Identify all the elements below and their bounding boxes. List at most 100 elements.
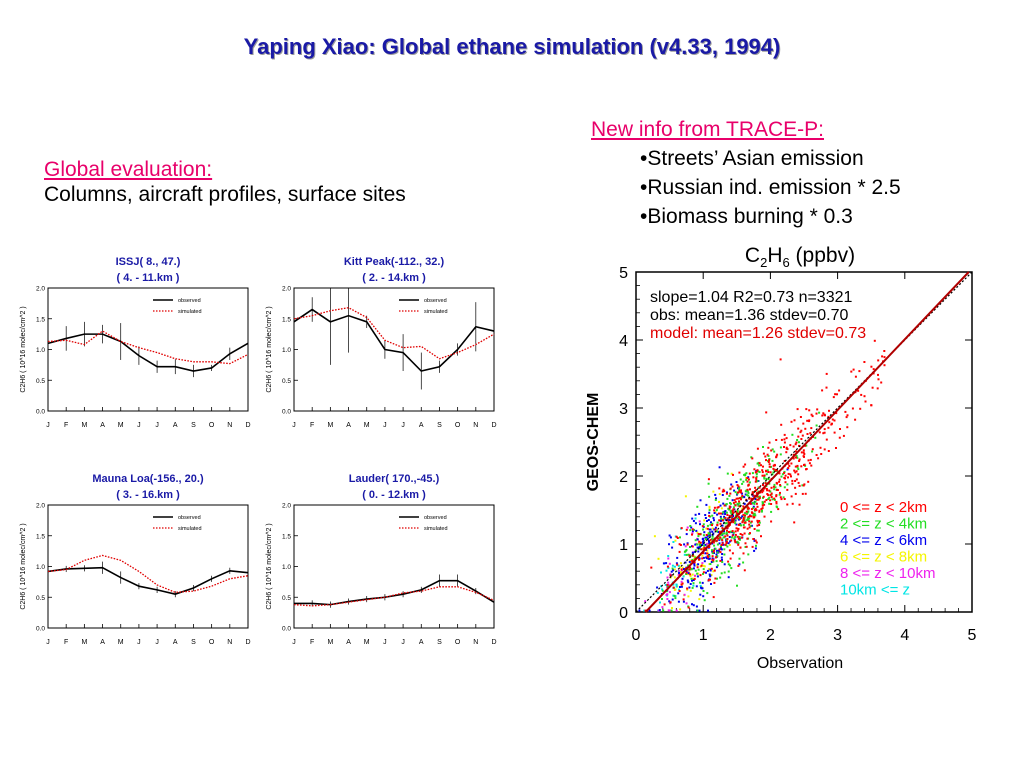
scatter-point xyxy=(706,549,709,552)
scatter-point xyxy=(714,526,717,529)
scatter-point xyxy=(715,497,717,500)
scatter-point xyxy=(687,572,690,575)
scatter-point xyxy=(732,506,735,509)
scatter-point xyxy=(738,505,741,508)
scatter-point xyxy=(767,478,770,481)
scatter-point xyxy=(770,503,773,505)
scatter-point xyxy=(692,520,695,522)
scatter-point xyxy=(793,521,796,524)
plot-frame xyxy=(293,287,495,412)
scatter-point xyxy=(744,512,747,515)
scatter-point xyxy=(703,560,706,563)
scatter-point xyxy=(753,528,756,530)
scatter-point xyxy=(657,557,660,560)
scatter-point xyxy=(718,493,721,496)
scatter-point xyxy=(747,506,749,509)
scatter-point xyxy=(708,542,711,544)
scatter-point xyxy=(742,552,745,555)
scatter-point xyxy=(685,528,688,531)
scatter-point xyxy=(680,568,683,571)
x-tick-label: J xyxy=(383,422,387,429)
scatter-point xyxy=(721,539,724,542)
scatter-point xyxy=(809,458,812,461)
scatter-point xyxy=(668,534,671,537)
scatter-point xyxy=(692,582,695,585)
scatter-point xyxy=(729,502,731,504)
scatter-point xyxy=(719,512,722,515)
scatter-point xyxy=(716,530,718,533)
legend-observed-label: observed xyxy=(424,298,447,304)
scatter-point xyxy=(682,600,685,603)
scatter-point xyxy=(671,546,674,549)
stats-line: obs: mean=1.36 stdev=0.70 xyxy=(650,307,848,324)
scatter-point xyxy=(747,492,750,495)
scatter-point xyxy=(691,586,694,589)
scatter-point xyxy=(735,497,738,500)
scatter-point xyxy=(771,459,774,462)
scatter-point xyxy=(744,474,747,477)
y-tick-label: 0.0 xyxy=(282,626,291,633)
scatter-point xyxy=(796,408,799,411)
scatter-point xyxy=(775,505,778,508)
scatter-point xyxy=(706,555,709,558)
scatter-point xyxy=(793,469,796,472)
scatter-point xyxy=(730,483,733,486)
scatter-point xyxy=(740,536,743,539)
scatter-point xyxy=(698,546,701,549)
scatter-point xyxy=(822,432,825,435)
scatter-point xyxy=(719,536,722,539)
scatter-point xyxy=(666,585,669,588)
scatter-point xyxy=(701,557,704,560)
scatter-point xyxy=(752,476,755,479)
scatter-point xyxy=(686,543,689,546)
scatter-point xyxy=(685,573,688,575)
scatter-point xyxy=(692,567,695,570)
scatter-point xyxy=(729,492,732,495)
scatter-point xyxy=(658,609,661,611)
scatter-point xyxy=(794,450,797,453)
scatter-point xyxy=(785,451,788,454)
scatter-point xyxy=(708,509,711,512)
scatter-point xyxy=(699,574,702,577)
scatter-point xyxy=(838,436,841,439)
scatter-point xyxy=(779,491,781,494)
scatter-point xyxy=(731,534,734,537)
scatter-point xyxy=(756,495,759,498)
scatter-point xyxy=(820,453,823,455)
scatter-point xyxy=(733,538,736,541)
scatter-point xyxy=(803,483,806,486)
scatter-chart: C2H6 (ppbv) 0 1 2 3 4 5 0 1 2 3 4 5 Observation GEOS-C… xyxy=(585,244,977,672)
scatter-point xyxy=(725,541,728,544)
scatter-point xyxy=(873,339,876,342)
scatter-point xyxy=(783,446,785,448)
scatter-point xyxy=(709,568,712,571)
scatter-point xyxy=(719,548,722,551)
x-tick-label: J xyxy=(155,639,159,646)
scatter-point xyxy=(779,485,782,488)
scatter-point xyxy=(745,472,748,475)
scatter-point xyxy=(835,447,837,449)
scatter-point xyxy=(687,553,690,556)
scatter-point xyxy=(795,470,798,473)
scatter-point xyxy=(814,436,817,439)
scatter-point xyxy=(738,471,741,474)
scatter-point xyxy=(690,567,693,570)
scatter-point xyxy=(669,609,672,612)
scatter-point xyxy=(775,495,778,498)
scatter-point xyxy=(734,535,737,538)
scatter-point xyxy=(775,500,778,503)
scatter-point xyxy=(754,547,757,550)
scatter-point xyxy=(753,508,756,511)
x-tick-label: N xyxy=(227,639,232,646)
scatter-point xyxy=(818,411,821,414)
scatter-point xyxy=(683,543,686,546)
scatter-point xyxy=(825,438,828,441)
scatter-point xyxy=(756,498,759,501)
scatter-point xyxy=(745,493,748,496)
scatter-point xyxy=(708,553,711,556)
scatter-point xyxy=(736,584,738,587)
scatter-point xyxy=(802,455,805,458)
scatter-point xyxy=(733,537,736,540)
scatter-point xyxy=(747,478,750,481)
scatter-point xyxy=(877,378,880,381)
